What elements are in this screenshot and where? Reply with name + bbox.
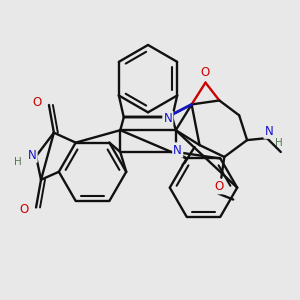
- Text: N: N: [164, 112, 172, 125]
- Text: N: N: [28, 149, 37, 162]
- Text: N: N: [173, 143, 182, 157]
- Text: H: H: [14, 157, 22, 167]
- Text: H: H: [275, 138, 283, 148]
- Text: O: O: [215, 180, 224, 193]
- Text: O: O: [201, 66, 210, 79]
- Text: N: N: [265, 125, 273, 138]
- Text: O: O: [32, 97, 42, 110]
- Text: O: O: [20, 203, 29, 216]
- Text: /: /: [180, 162, 183, 171]
